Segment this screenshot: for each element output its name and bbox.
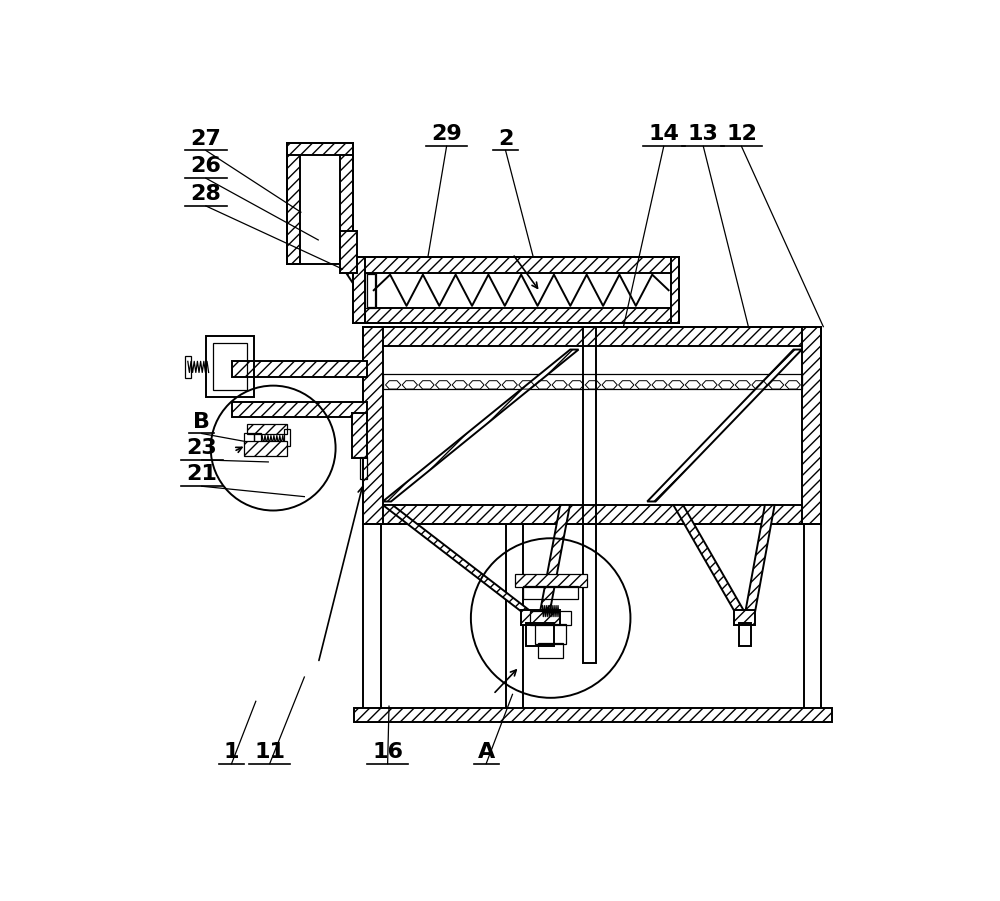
- Polygon shape: [745, 505, 775, 611]
- Text: 28: 28: [190, 184, 221, 205]
- Bar: [363, 327, 821, 346]
- Text: 11: 11: [254, 742, 285, 762]
- Bar: [739, 623, 751, 646]
- Bar: [515, 574, 587, 587]
- Bar: [213, 343, 247, 390]
- Text: 13: 13: [688, 124, 719, 144]
- Bar: [254, 432, 261, 445]
- Bar: [340, 143, 353, 264]
- Bar: [363, 505, 821, 524]
- Bar: [535, 623, 566, 644]
- Bar: [284, 429, 290, 446]
- Text: 14: 14: [648, 124, 679, 144]
- Bar: [185, 356, 191, 378]
- Bar: [526, 623, 554, 646]
- Bar: [232, 361, 367, 377]
- Bar: [287, 143, 300, 264]
- Polygon shape: [540, 505, 570, 611]
- Bar: [356, 710, 388, 722]
- Bar: [802, 327, 821, 524]
- Polygon shape: [673, 505, 744, 611]
- Text: 2: 2: [498, 129, 513, 149]
- Polygon shape: [647, 350, 802, 502]
- Bar: [363, 327, 383, 524]
- Bar: [287, 143, 353, 155]
- Bar: [340, 231, 357, 272]
- Bar: [247, 424, 287, 434]
- Polygon shape: [340, 264, 367, 288]
- Bar: [804, 524, 821, 722]
- Bar: [734, 610, 755, 625]
- Bar: [353, 258, 679, 272]
- Text: 12: 12: [726, 124, 757, 144]
- Bar: [499, 710, 530, 722]
- Bar: [206, 336, 254, 397]
- Bar: [523, 587, 578, 598]
- Text: 29: 29: [431, 124, 462, 144]
- Text: 23: 23: [186, 438, 217, 458]
- Bar: [363, 524, 381, 722]
- Bar: [353, 258, 679, 323]
- Bar: [244, 432, 254, 442]
- Bar: [383, 374, 802, 389]
- Bar: [583, 327, 596, 663]
- Bar: [232, 402, 367, 417]
- Bar: [538, 643, 563, 659]
- Bar: [353, 258, 365, 323]
- Bar: [354, 708, 832, 722]
- Bar: [352, 414, 367, 459]
- Bar: [353, 308, 679, 323]
- Bar: [521, 610, 560, 625]
- Bar: [530, 611, 571, 625]
- Text: B: B: [193, 412, 210, 432]
- Text: 27: 27: [190, 129, 221, 149]
- Polygon shape: [383, 505, 530, 611]
- Text: 1: 1: [224, 742, 239, 762]
- Text: 21: 21: [186, 464, 217, 485]
- Text: A: A: [478, 742, 495, 762]
- Polygon shape: [383, 350, 579, 502]
- Text: 26: 26: [190, 157, 221, 177]
- Bar: [367, 274, 375, 306]
- Bar: [287, 143, 353, 264]
- Bar: [506, 524, 523, 722]
- Bar: [244, 441, 287, 457]
- Bar: [360, 457, 367, 479]
- Bar: [363, 327, 821, 524]
- Text: 16: 16: [372, 742, 403, 762]
- Bar: [797, 710, 828, 722]
- Bar: [365, 272, 376, 308]
- Bar: [671, 258, 679, 323]
